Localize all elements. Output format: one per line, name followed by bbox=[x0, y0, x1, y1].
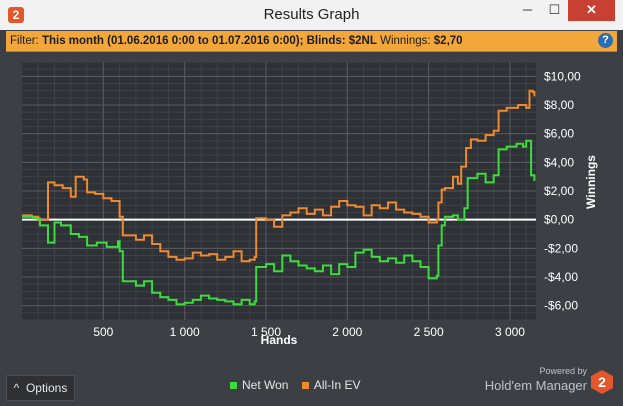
options-label: Options bbox=[25, 381, 68, 395]
powered-by-label: Powered by bbox=[539, 366, 587, 376]
x-tick-label: 1 000 bbox=[170, 325, 200, 339]
series-group bbox=[22, 89, 536, 306]
filter-blinds: Blinds: $2NL bbox=[306, 35, 377, 47]
maximize-button[interactable]: ☐ bbox=[548, 2, 561, 17]
winnings-label: Winnings: bbox=[376, 35, 434, 47]
winnings-value: $2,70 bbox=[433, 35, 463, 47]
filter-separator: ; bbox=[299, 35, 307, 47]
results-chart: -$6,00 -$4,00 -$2,00 $0,00 $2,00 $4,00 $6,00 $8… bbox=[22, 61, 598, 347]
legend-item-all-in-ev[interactable]: All-In EV bbox=[301, 378, 361, 392]
x-tick-label: 2 500 bbox=[414, 325, 444, 339]
y-tick-label: $6,00 bbox=[544, 127, 574, 141]
y-tick-label: $0,00 bbox=[544, 213, 574, 227]
y-tick-label: -$6,00 bbox=[544, 299, 578, 313]
app-logo-icon: 2 bbox=[8, 7, 24, 23]
chart-legend: Net Won All-In EV bbox=[230, 378, 371, 392]
filter-range: This month (01.06.2016 0:00 to 01.07.201… bbox=[41, 35, 300, 47]
brand-name: Hold'em Manager bbox=[484, 378, 587, 393]
close-button[interactable]: ✕ bbox=[568, 0, 615, 21]
options-button[interactable]: ^ Options bbox=[6, 375, 75, 401]
y-tick-label: $8,00 bbox=[544, 98, 574, 112]
series-line-net-won bbox=[22, 139, 536, 306]
footer: ^ Options Net Won All-In EV Powered by H… bbox=[6, 366, 617, 401]
y-tick-label: -$2,00 bbox=[544, 241, 578, 255]
help-icon[interactable]: ? bbox=[598, 33, 613, 48]
legend-swatch-all-in-ev bbox=[301, 382, 309, 390]
chevron-up-icon: ^ bbox=[13, 381, 20, 395]
y-axis-ticks: -$6,00 -$4,00 -$2,00 $0,00 $2,00 $4,00 $6,00 $8… bbox=[544, 69, 581, 312]
legend-swatch-net-won bbox=[230, 382, 237, 390]
x-tick-label: 500 bbox=[93, 325, 113, 339]
filter-prefix: Filter: bbox=[10, 35, 42, 47]
x-axis-label: Hands bbox=[261, 333, 298, 347]
legend-item-net-won[interactable]: Net Won bbox=[230, 378, 288, 392]
minimize-button[interactable]: ─ bbox=[522, 2, 533, 17]
y-tick-label: $2,00 bbox=[544, 184, 574, 198]
window-title: Results Graph bbox=[263, 6, 360, 23]
x-axis-ticks: 500 1 000 1 500 2 000 2 500 3 000 bbox=[93, 325, 525, 339]
y-tick-label: -$4,00 bbox=[544, 270, 578, 284]
x-tick-label: 1 500 bbox=[251, 325, 281, 339]
filter-bar[interactable]: Filter: This month (01.06.2016 0:00 to 0… bbox=[6, 31, 617, 52]
title-bar: 2 Results Graph ─ ☐ ✕ bbox=[0, 0, 623, 30]
y-axis-label: Winnings bbox=[584, 155, 598, 209]
x-tick-label: 3 000 bbox=[495, 325, 525, 339]
brand-logo-icon: 2 bbox=[591, 370, 613, 394]
legend-label-net-won: Net Won bbox=[242, 378, 289, 392]
series-line-all-in-ev bbox=[22, 89, 536, 263]
powered-by: Powered by Hold'em Manager bbox=[485, 366, 587, 395]
x-tick-label: 2 000 bbox=[332, 325, 362, 339]
y-tick-label: $4,00 bbox=[544, 155, 574, 169]
y-tick-label: $10,00 bbox=[544, 69, 581, 83]
legend-label-all-in-ev: All-In EV bbox=[313, 378, 361, 392]
